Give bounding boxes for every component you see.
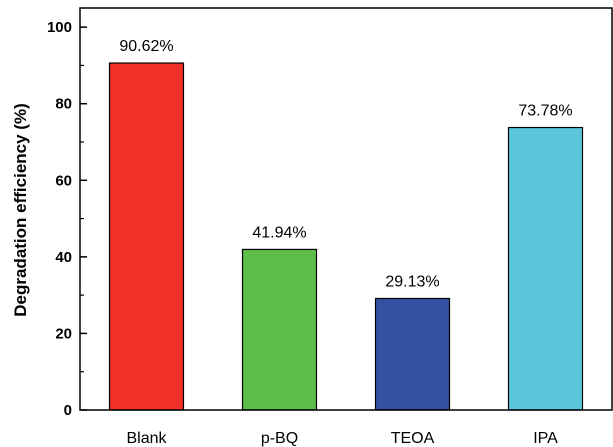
bars-group [108, 62, 584, 411]
x-category-label: p-BQ [261, 430, 298, 447]
data-label: 73.78% [518, 103, 572, 120]
bar-ipa [507, 126, 584, 411]
data-label: 29.13% [385, 273, 439, 290]
y-tick-label: 20 [55, 325, 72, 342]
y-tick-label: 40 [55, 249, 72, 266]
y-axis-title: Degradation efficiency (%) [11, 103, 30, 317]
data-label: 90.62% [119, 38, 173, 55]
bar-p-bq [241, 248, 318, 411]
plot-frame [79, 7, 613, 411]
x-category-label: TEOA [391, 430, 435, 447]
y-axis-ticks: 0 20 40 60 80 100 [47, 19, 87, 419]
data-label: 41.94% [252, 224, 306, 241]
labels-group: 90.62% Blank 41.94% p-BQ 29.13% TEOA 73.78% IPA [119, 38, 572, 447]
y-tick-label: 60 [55, 172, 72, 189]
x-category-label: Blank [126, 430, 167, 447]
y-tick-label: 80 [55, 96, 72, 113]
bar-teoa [374, 297, 451, 411]
bar-blank [108, 62, 185, 411]
x-category-label: IPA [533, 430, 558, 447]
y-tick-label: 0 [64, 402, 72, 419]
y-tick-label: 100 [47, 19, 72, 36]
